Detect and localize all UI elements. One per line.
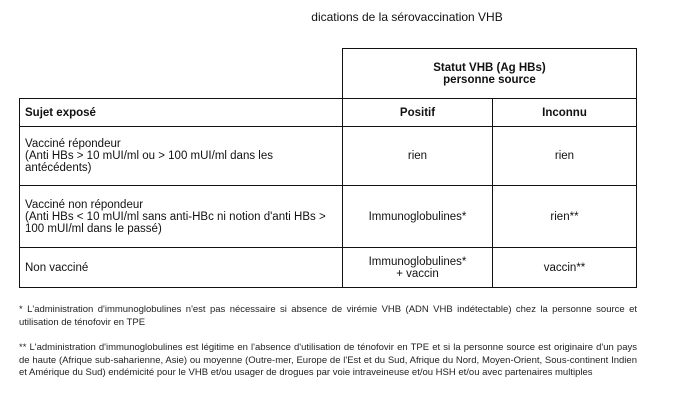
- header-sujet-expose: Sujet exposé: [19, 98, 343, 127]
- subject-detail: (Anti HBs < 10 mUI/ml sans anti-HBc ni n…: [25, 210, 326, 235]
- table-row: Vacciné répondeur (Anti HBs > 10 mUI/ml o…: [19, 126, 637, 186]
- footnote-2: ** L'administration d'immunoglobulines e…: [19, 342, 637, 378]
- group-header-line1: Statut VHB (Ag HBs): [433, 61, 546, 74]
- serovaccination-table: Statut VHB (Ag HBs) personne source Suje…: [19, 48, 637, 288]
- table-row: Vacciné non répondeur (Anti HBs < 10 mUI/…: [19, 185, 637, 248]
- table-row: Non vacciné Immunoglobulines* + vaccin va…: [19, 247, 637, 288]
- subject-label: Vacciné non répondeur: [25, 198, 144, 211]
- subject-cell: Vacciné non répondeur (Anti HBs < 10 mUI/…: [19, 185, 343, 248]
- positif-cell: rien: [342, 126, 493, 186]
- footnote-1: * L'administration d'immunoglobulines n'…: [19, 304, 637, 328]
- empty-corner-cell: [19, 48, 343, 99]
- document-title: dications de la sérovaccination VHB: [311, 10, 503, 24]
- group-header: Statut VHB (Ag HBs) personne source: [342, 48, 637, 99]
- inconnu-cell: rien: [492, 126, 637, 186]
- positif-line2: + vaccin: [396, 267, 439, 280]
- positif-line1: Immunoglobulines*: [368, 255, 467, 268]
- header-inconnu: Inconnu: [492, 98, 637, 127]
- positif-cell: Immunoglobulines* + vaccin: [342, 247, 493, 288]
- subject-cell: Vacciné répondeur (Anti HBs > 10 mUI/ml o…: [19, 126, 343, 186]
- header-positif: Positif: [342, 98, 493, 127]
- inconnu-cell: rien**: [492, 185, 637, 248]
- subject-detail: (Anti HBs > 10 mUI/ml ou > 100 mUI/ml da…: [25, 150, 273, 174]
- inconnu-cell: vaccin**: [492, 247, 637, 288]
- subject-label: Vacciné répondeur: [25, 138, 121, 150]
- subject-cell: Non vacciné: [19, 247, 343, 288]
- group-header-line2: personne source: [443, 73, 536, 86]
- positif-cell: Immunoglobulines*: [342, 185, 493, 248]
